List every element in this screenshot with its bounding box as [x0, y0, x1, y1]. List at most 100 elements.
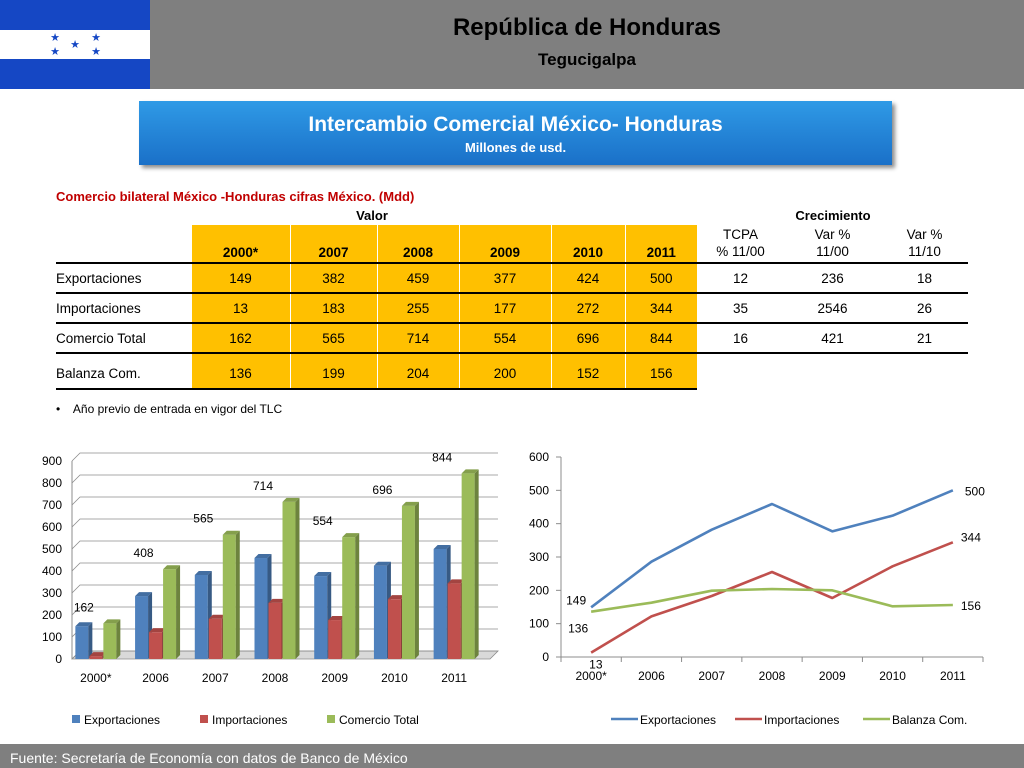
spacer-cell	[624, 353, 697, 359]
growth-cell: 16	[697, 323, 784, 354]
series-line	[590, 541, 954, 654]
data-label: 714	[253, 479, 273, 493]
bar-top	[222, 530, 240, 535]
legend-label: Importaciones	[764, 713, 839, 727]
data-label: 408	[134, 546, 154, 560]
growth-header: TCPA % 11/00	[697, 225, 784, 264]
footnote: • Año previo de entrada en vigor del TLC	[56, 402, 282, 416]
row-label: Importaciones	[56, 293, 191, 324]
y-tick-label: 300	[529, 550, 549, 564]
bar-side	[295, 497, 300, 659]
table-cell: 382	[289, 263, 377, 294]
bar	[89, 656, 103, 659]
year-header: 2007	[289, 225, 377, 264]
spacer-cell	[190, 353, 290, 359]
footer-bar: Fuente: Secretaría de Economía con datos…	[0, 744, 1024, 768]
line-chart: 0 100 200 300 400 500 600 2000* 2006 2007 2008 2009…	[529, 450, 985, 727]
x-tick-label: 2010	[879, 669, 906, 683]
svg-text:★: ★	[50, 31, 60, 44]
bar	[222, 534, 236, 659]
table-cell: 696	[550, 323, 625, 354]
gridline	[71, 518, 498, 528]
y-tick-label: 600	[529, 450, 549, 464]
table-cell: 714	[376, 323, 459, 354]
table-cell: 13	[190, 293, 290, 324]
growth-cell	[784, 359, 881, 389]
bar-top	[461, 469, 479, 474]
point-label: 500	[965, 484, 985, 498]
header-bar: ★ ★ ★ ★ ★ República de Honduras Teguciga…	[0, 0, 1024, 89]
bar	[328, 620, 342, 659]
growth-cell: 26	[881, 293, 968, 324]
table-cell: 844	[624, 323, 697, 354]
bar-side	[414, 501, 419, 659]
point-label: 136	[568, 622, 588, 636]
table-cell: 136	[190, 359, 290, 390]
point-label: 344	[961, 530, 981, 544]
bar	[149, 632, 163, 659]
table-cell: 177	[458, 293, 551, 324]
year-header: 2010	[550, 225, 625, 264]
table-cell: 199	[289, 359, 377, 390]
spacer-cell	[289, 353, 377, 359]
bar-top	[254, 554, 272, 559]
banner-title: Intercambio Comercial México- Honduras	[308, 113, 723, 136]
bar-top	[163, 565, 181, 570]
bar-top	[149, 628, 167, 633]
y-tick-label: 0	[542, 650, 549, 664]
table-caption: Comercio bilateral México -Honduras cifr…	[56, 189, 415, 204]
table-cell: 162	[190, 323, 290, 354]
y-tick-label: 100	[529, 617, 549, 631]
table-cell: 156	[624, 359, 697, 390]
legend-swatch	[72, 715, 80, 723]
legend-label: Importaciones	[212, 713, 287, 727]
table-cell: 255	[376, 293, 459, 324]
x-tick-label: 2000*	[575, 669, 607, 683]
growth-header-line: Var %	[906, 227, 943, 242]
bar-top	[208, 614, 226, 619]
bar-top	[103, 619, 121, 624]
table-spacer	[56, 353, 968, 359]
point-label: 13	[589, 658, 603, 672]
bar-side	[235, 530, 240, 659]
table-row: Importaciones 13 183 255 177 272 344 35 …	[56, 293, 968, 324]
x-tick-label: 2011	[940, 669, 966, 683]
bullet: •	[56, 402, 61, 416]
growth-cell	[881, 359, 968, 389]
table-cell: 152	[550, 359, 625, 390]
bar-top	[75, 622, 93, 627]
svg-text:★: ★	[91, 45, 101, 58]
bar	[75, 626, 89, 659]
bar-top	[342, 533, 360, 538]
bar-top	[387, 595, 405, 600]
x-tick-label: 2008	[262, 671, 289, 685]
bar-side	[176, 565, 181, 659]
bar-chart: 0 100 200 300 400 500 600 700 800 900 162 2000* 408 2…	[42, 450, 499, 727]
bar	[135, 596, 149, 659]
table-cell: 565	[289, 323, 377, 354]
gridline	[71, 452, 498, 462]
growth-cell: 21	[881, 323, 968, 354]
point-label: 156	[961, 599, 981, 613]
legend-label: Exportaciones	[84, 713, 160, 727]
row-label: Balanza Com.	[56, 359, 191, 390]
bar	[208, 618, 222, 659]
legend-label: Exportaciones	[640, 713, 716, 727]
bar-top	[268, 598, 286, 603]
bar-side	[474, 469, 479, 659]
bar-top	[89, 652, 107, 657]
bar-side	[88, 622, 93, 659]
gridline	[71, 496, 498, 506]
bar-side	[116, 619, 121, 659]
table-cell: 459	[376, 263, 459, 294]
y-tick-label: 0	[55, 652, 62, 666]
x-tick-label: 2009	[819, 669, 846, 683]
y-tick-label: 900	[42, 454, 62, 468]
page-title: República de Honduras	[452, 14, 722, 41]
growth-cell: 2546	[784, 293, 881, 324]
bar-top	[328, 616, 346, 621]
y-tick-label: 500	[42, 542, 62, 556]
legend-label: Comercio Total	[339, 713, 419, 727]
data-label: 844	[432, 450, 452, 464]
